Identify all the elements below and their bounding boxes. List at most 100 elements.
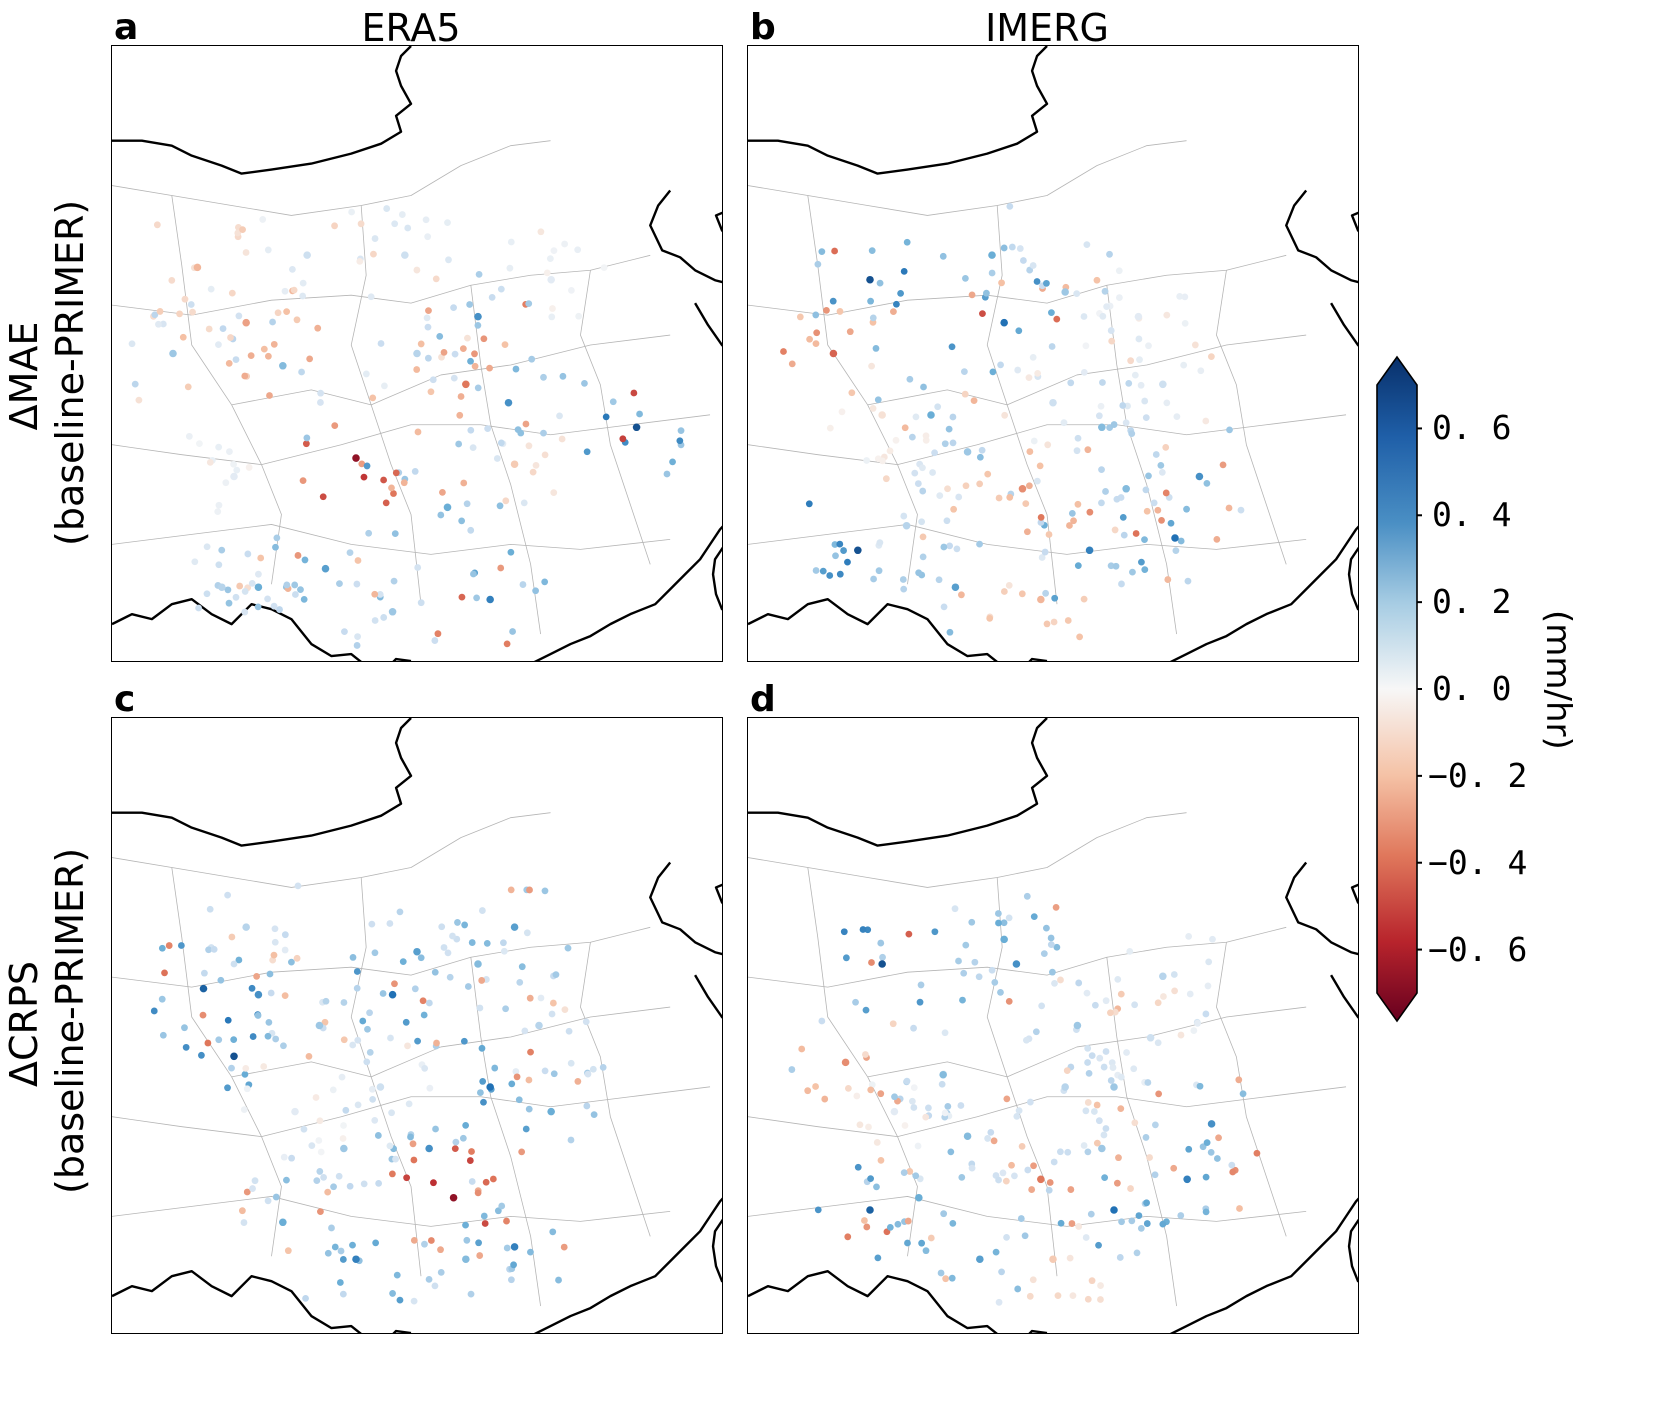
station-point [425,307,432,315]
station-point [1015,327,1023,335]
station-point [405,1100,413,1108]
station-point [317,1148,325,1156]
station-point [1158,516,1165,524]
station-point [961,390,969,398]
station-point [410,1297,418,1305]
station-point [814,1206,822,1214]
panel-letter-c: c [114,679,136,720]
station-point [1074,562,1082,569]
station-point [458,593,466,601]
station-point [331,1243,339,1251]
station-point [1107,562,1115,570]
station-point [158,944,166,952]
station-point [910,1084,918,1091]
station-point [1067,379,1075,387]
station-point [368,1085,376,1093]
station-point [353,580,361,588]
station-point [619,435,627,443]
station-point [798,1045,806,1053]
province-border [231,1006,671,1078]
station-point [393,1271,401,1279]
station-point [812,311,820,319]
station-point [455,440,463,448]
station-point [1084,446,1092,454]
station-point [938,1080,946,1088]
station-point [391,220,399,228]
station-point [543,269,551,277]
station-point [877,939,885,947]
station-point [128,340,136,348]
station-point [224,891,232,899]
station-point-key [401,251,409,259]
station-point-key [462,380,470,389]
station-point [331,422,339,430]
station-point [206,905,214,913]
station-point [425,999,433,1007]
station-point [467,1290,475,1298]
station-point [338,1073,346,1081]
station-point [865,1123,872,1131]
station-point [1145,342,1152,350]
station-point [874,396,882,404]
station-point [470,570,477,578]
station-point [998,279,1005,287]
station-point [153,221,161,229]
station-point [364,1025,371,1033]
station-point [931,928,939,936]
station-point [264,1197,272,1205]
station-point [1020,257,1027,264]
station-point-key [254,990,263,999]
station-point [411,468,419,475]
station-point [437,511,445,519]
station-point [589,1065,597,1073]
station-point [276,606,283,613]
station-point [949,439,957,447]
station-point [867,1175,874,1182]
station-point [876,539,884,546]
station-point [526,886,533,894]
station-point [1141,536,1148,543]
station-point [1083,241,1091,249]
station-point [1075,979,1083,987]
station-point [1090,1108,1098,1115]
station-point [1126,947,1134,955]
station-point [821,1095,829,1103]
station-point-key [1049,398,1057,407]
station-point [316,1168,324,1175]
station-point [471,350,478,358]
station-point [288,958,295,966]
station-point [506,264,514,272]
station-point [322,997,330,1005]
station-point [1143,1199,1150,1207]
station-point-key [1085,546,1094,555]
station-point [508,1080,516,1088]
station-point [291,581,299,589]
station-point [995,1298,1003,1306]
station-point [1177,1031,1185,1039]
station-point [1118,580,1125,588]
station-point [353,642,361,649]
station-point [1085,1069,1093,1077]
station-point [1053,315,1061,323]
station-point [1127,1185,1134,1192]
station-point [1008,1161,1015,1169]
station-point [995,1176,1002,1184]
station-point [507,238,515,246]
station-point-key [413,947,421,956]
station-point [1117,1073,1125,1081]
province-border [867,1006,1307,1078]
station-point [366,1009,373,1017]
station-point [1023,528,1031,536]
station-point [198,1051,205,1059]
station-point [432,1125,439,1133]
station-point [992,1248,1000,1256]
station-point [1128,1217,1136,1225]
station-point [228,933,236,941]
station-point [831,541,839,548]
station-point [1042,589,1050,597]
station-point [826,572,834,579]
station-point [243,1188,251,1196]
station-point-key [199,984,208,993]
station-point-key [1012,960,1021,968]
panel-letter-a: a [114,7,139,48]
